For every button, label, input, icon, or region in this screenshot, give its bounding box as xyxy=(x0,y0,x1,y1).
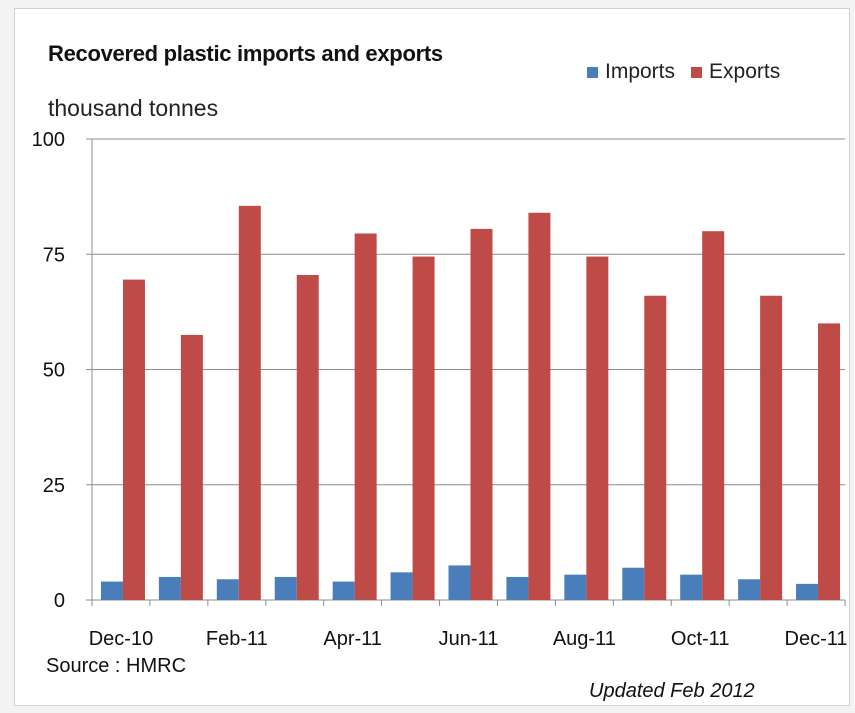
bar-imports-May-11 xyxy=(390,572,413,600)
x-tick-label: Dec-10 xyxy=(89,628,153,650)
bar-imports-Sep-11 xyxy=(622,567,645,600)
x-tick-label: Oct-11 xyxy=(671,628,730,650)
bar-exports-Oct-11 xyxy=(702,231,725,600)
bar-imports-Apr-11 xyxy=(332,581,355,600)
legend-swatch-exports xyxy=(691,66,703,78)
x-tick-label: Apr-11 xyxy=(323,628,382,650)
bar-exports-Apr-11 xyxy=(354,233,377,600)
x-tick-label: Jun-11 xyxy=(439,628,499,650)
legend-swatch-imports xyxy=(587,66,598,78)
updated-note: Updated Feb 2012 xyxy=(589,680,755,702)
y-tick-label: 25 xyxy=(43,475,65,497)
bar-exports-Dec-10 xyxy=(122,279,145,600)
y-tick-label: 75 xyxy=(43,244,65,266)
x-tick-label: Dec-11 xyxy=(785,628,848,650)
bar-imports-Oct-11 xyxy=(680,574,703,600)
bar-imports-Dec-11 xyxy=(796,583,819,600)
legend-item-imports: Imports xyxy=(587,60,675,84)
y-axis-unit-label: thousand tonnes xyxy=(48,95,219,121)
bar-imports-Jul-11 xyxy=(506,576,529,600)
legend-item-exports: Exports xyxy=(691,60,780,84)
bar-imports-Mar-11 xyxy=(274,576,297,600)
y-tick-label: 50 xyxy=(43,360,65,382)
x-tick-label: Feb-11 xyxy=(206,628,268,650)
chart-title: Recovered plastic imports and exports xyxy=(48,41,443,66)
bar-exports-Aug-11 xyxy=(586,256,609,600)
legend-label-imports: Imports xyxy=(605,60,676,83)
y-tick-label: 0 xyxy=(54,590,65,612)
bar-exports-Mar-11 xyxy=(296,274,319,600)
bar-exports-Sep-11 xyxy=(644,295,667,600)
bar-exports-Nov-11 xyxy=(760,295,783,600)
bar-exports-Dec-11 xyxy=(818,323,841,600)
bar-imports-Feb-11 xyxy=(216,579,239,600)
source-note: Source : HMRC xyxy=(46,655,187,677)
bar-imports-Jan-11 xyxy=(158,576,181,600)
bar-imports-Aug-11 xyxy=(564,574,587,600)
bar-imports-Jun-11 xyxy=(448,565,471,600)
legend: Imports Exports xyxy=(587,60,796,84)
bar-imports-Dec-10 xyxy=(100,581,123,600)
bar-exports-May-11 xyxy=(412,256,435,600)
y-tick-label: 100 xyxy=(32,129,65,151)
bar-imports-Nov-11 xyxy=(738,579,761,600)
legend-label-exports: Exports xyxy=(709,60,781,83)
bar-exports-Jun-11 xyxy=(470,228,493,600)
bar-exports-Jan-11 xyxy=(180,334,203,600)
bar-exports-Feb-11 xyxy=(238,205,261,600)
bar-exports-Jul-11 xyxy=(528,212,551,600)
x-tick-label: Aug-11 xyxy=(553,628,616,650)
